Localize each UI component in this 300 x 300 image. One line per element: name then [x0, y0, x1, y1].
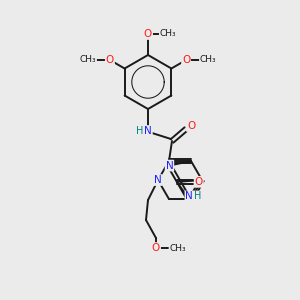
- Text: N: N: [166, 160, 173, 171]
- Text: N: N: [144, 126, 152, 136]
- Text: O: O: [187, 121, 195, 131]
- Text: H: H: [194, 191, 201, 201]
- Text: N: N: [154, 175, 162, 185]
- Text: N: N: [185, 191, 193, 201]
- Text: CH₃: CH₃: [160, 29, 176, 38]
- Text: CH₃: CH₃: [170, 244, 186, 253]
- Text: CH₃: CH₃: [80, 56, 96, 64]
- Text: H: H: [136, 126, 144, 136]
- Text: O: O: [144, 29, 152, 39]
- Text: O: O: [106, 55, 114, 65]
- Text: O: O: [152, 243, 160, 253]
- Text: CH₃: CH₃: [200, 56, 216, 64]
- Text: O: O: [195, 177, 203, 187]
- Text: O: O: [182, 55, 190, 65]
